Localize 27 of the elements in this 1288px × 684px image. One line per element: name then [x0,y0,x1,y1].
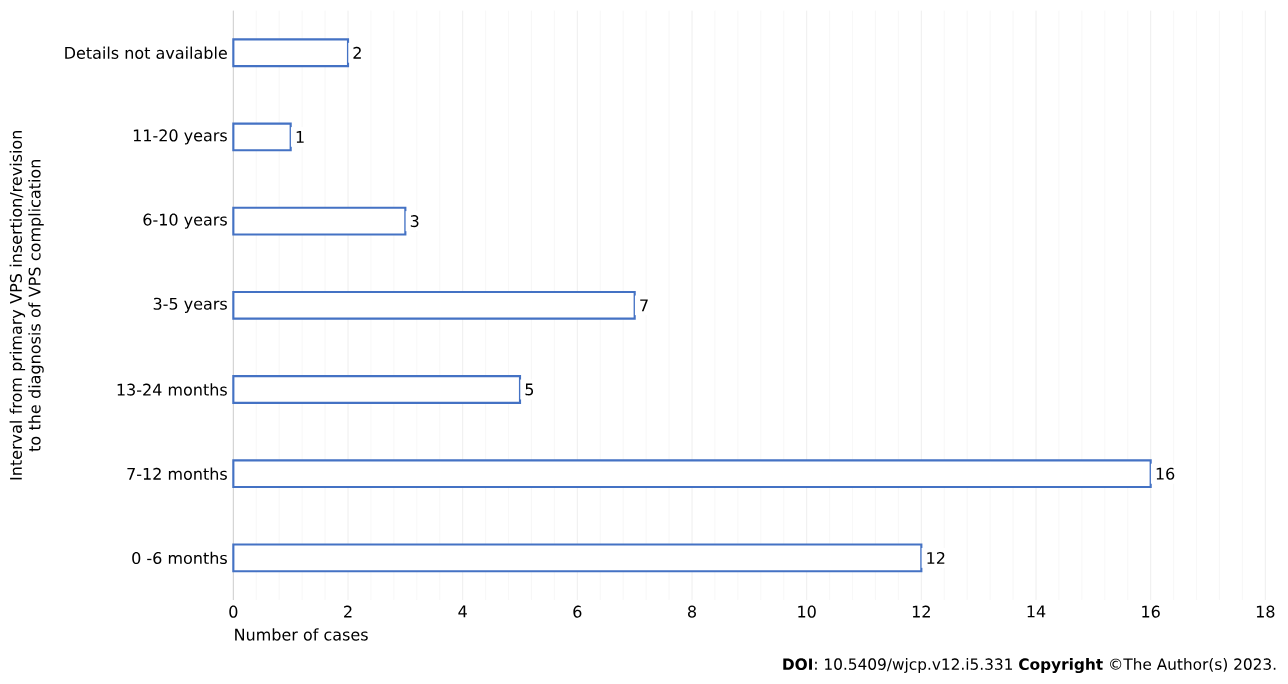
data-label: 2 [353,46,361,59]
data-label: 7 [640,299,648,312]
data-label: 5 [525,383,534,396]
x-axis-title: Number of cases [235,628,368,641]
y-tick-label: 6-10 years [143,213,227,229]
x-tick-label: 6 [573,605,582,618]
y-tick-label: 13-24 months [117,383,227,396]
data-label: 12 [927,551,945,564]
data-label: 3 [410,215,419,228]
y-axis-title: Interval from primary VPS insertion/revision to the diagnosis of VPS complication [9,131,44,480]
x-tick-label: 16 [1142,605,1160,618]
x-tick-label: 12 [912,605,930,618]
y-tick-label: 3-5 years [153,297,227,313]
x-tick-label: 8 [688,605,696,618]
x-tick-label: 14 [1027,605,1046,618]
x-tick-label: 10 [798,605,816,618]
y-tick-label: 11-20 years [133,129,227,145]
y-tick-label: 0 -6 months [132,551,227,565]
x-tick-label: 4 [458,605,467,618]
text: DOI: 10.5409/wjcp.v12.i5.331 Copyright ©The Author(s) 2023. [783,658,1276,674]
y-tick-label: Details not available [65,46,227,59]
y-tick-label: 7-12 months [127,467,227,480]
data-label: 16 [1156,467,1175,480]
x-tick-label: 18 [1256,605,1275,618]
x-tick-label: 0 [229,605,238,618]
data-label: 1 [296,131,304,143]
x-tick-label: 2 [344,605,352,618]
